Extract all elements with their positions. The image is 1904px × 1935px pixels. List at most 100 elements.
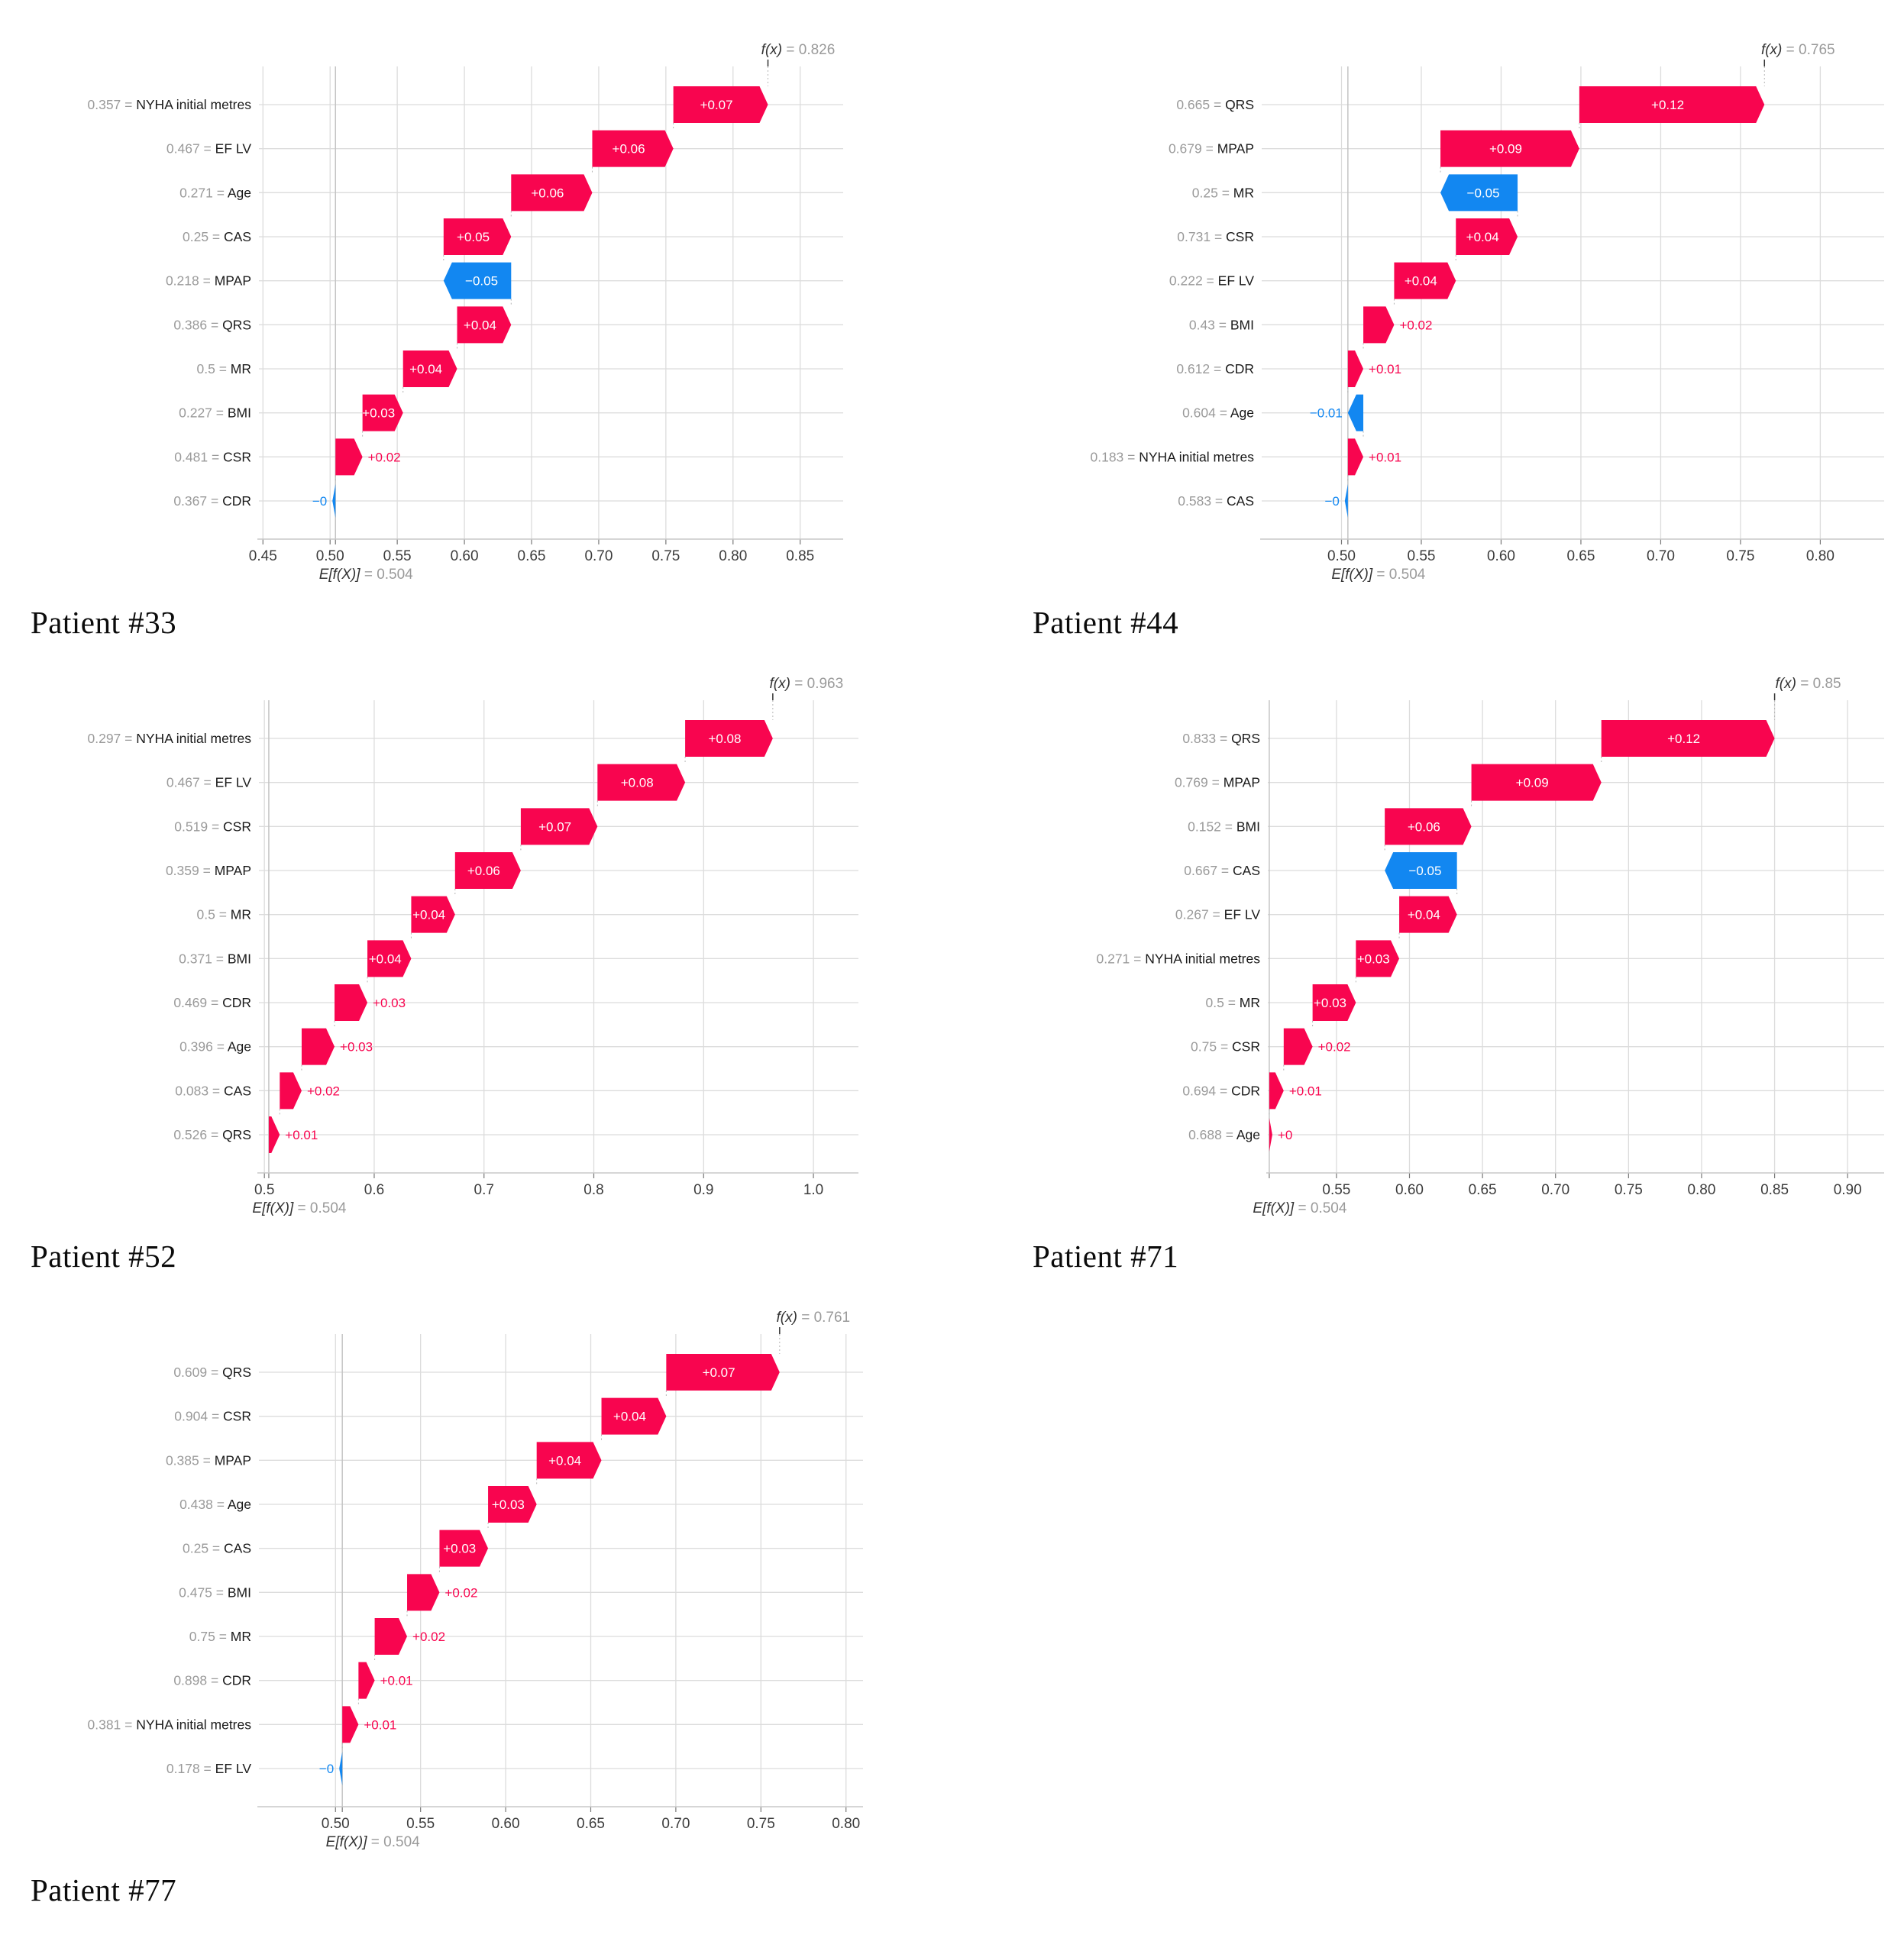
- feature-row-label: 0.609 = QRS: [173, 1365, 251, 1380]
- feature-row-label: 0.665 = QRS: [1176, 97, 1254, 112]
- x-tick-label: 0.60: [1487, 548, 1515, 564]
- shap-bar: [592, 130, 674, 167]
- feature-row-label: 0.679 = MPAP: [1169, 141, 1254, 157]
- shap-bar: [511, 174, 593, 212]
- shap-bar: [1347, 394, 1364, 431]
- x-tick-label: 0.50: [322, 1816, 350, 1832]
- shap-value-label: +0.03: [340, 1040, 373, 1055]
- x-tick-label: 0.85: [786, 548, 814, 564]
- feature-row-label: 0.178 = EF LV: [166, 1761, 251, 1776]
- feature-row-label: 0.667 = CAS: [1184, 863, 1260, 878]
- x-tick-label: 0.80: [1687, 1182, 1715, 1198]
- chart-canvas: 0.50 0.55 0.60 0.65 0.70 0.75 0.80 +0.12 +0.09 −0…: [1091, 42, 1884, 583]
- x-tick-label: 0.80: [719, 548, 747, 564]
- x-tick-label: 0.60: [1395, 1182, 1424, 1198]
- feature-row-label: 0.5 = MR: [1206, 995, 1261, 1010]
- connector-lines: [335, 66, 769, 483]
- chart-canvas: 0.50 0.55 0.60 0.65 0.70 0.75 0.80+0.07+0.04+0…: [88, 1310, 863, 1850]
- shap-value-label: +0.03: [373, 996, 406, 1010]
- x-tick-label: 0.75: [651, 548, 680, 564]
- grid-lines: 0.5 0.6 0.7 0.8 0.9 1.0: [254, 700, 858, 1198]
- shap-value-label: +0.02: [412, 1630, 445, 1644]
- feature-row-label: 0.438 = Age: [179, 1497, 251, 1512]
- feature-row-label: 0.271 = Age: [179, 185, 251, 200]
- x-tick-label: 0.65: [577, 1816, 605, 1832]
- shap-bar: [358, 1662, 375, 1699]
- base-value-label: E[f(X)] = 0.504: [1253, 1200, 1346, 1216]
- feature-row-label: 0.694 = CDR: [1182, 1083, 1260, 1098]
- shap-value-label: +0.02: [444, 1585, 477, 1600]
- x-tick-label: 1.0: [803, 1182, 823, 1198]
- feature-row-label: 0.612 = CDR: [1176, 361, 1254, 376]
- feature-row-label: 0.75 = MR: [189, 1629, 251, 1644]
- shap-value-label: +0.01: [380, 1674, 413, 1688]
- shap-bar: [443, 218, 512, 255]
- x-tick-label: 0.7: [474, 1182, 494, 1198]
- feature-row-label: 0.371 = BMI: [179, 951, 251, 966]
- feature-row-label: 0.227 = BMI: [179, 405, 251, 421]
- x-tick-label: 0.55: [1322, 1182, 1350, 1198]
- shap-value-label: +0.04: [412, 908, 445, 922]
- shap-waterfall-chart-patient-44: 0.50 0.55 0.60 0.65 0.70 0.75 0.80 +0.12 +0.09 −0…: [1022, 15, 1904, 596]
- shap-value-label: +0.04: [1405, 274, 1437, 289]
- shap-value-label: +0.05: [457, 230, 490, 244]
- shap-bars: +0.12 +0.09 −0.05 +0.04 +0.04 +0.02 +0.01 −0.01…: [1310, 86, 1765, 518]
- shap-bar: [402, 350, 457, 387]
- shap-value-label: +0: [1278, 1128, 1292, 1142]
- x-tick-label: 0.5: [254, 1182, 274, 1198]
- shap-value-label: +0.03: [443, 1542, 476, 1556]
- grid-lines: 0.50 0.55 0.60 0.65 0.70 0.75 0.80: [259, 1334, 863, 1832]
- base-value-label: E[f(X)] = 0.504: [1331, 567, 1425, 583]
- shap-bar: [268, 1116, 280, 1153]
- shap-bar: [666, 1354, 780, 1391]
- shap-value-label: +0.02: [1318, 1040, 1351, 1055]
- shap-value-label: +0.06: [531, 186, 564, 200]
- shap-bar: [439, 1530, 489, 1567]
- chart-caption-patient-52: Patient #52: [31, 1239, 177, 1274]
- feature-row-label: 0.481 = CSR: [174, 449, 251, 464]
- shap-value-label: +0.07: [700, 98, 733, 112]
- x-tick-label: 0.9: [693, 1182, 713, 1198]
- x-tick-label: 0.65: [1566, 548, 1595, 564]
- feature-row-label: 0.5 = MR: [197, 361, 252, 376]
- shap-bar: [1344, 484, 1348, 518]
- shap-value-label: +0.04: [369, 951, 402, 966]
- feature-row-label: 0.083 = CAS: [175, 1083, 251, 1098]
- connector-lines: [341, 1334, 781, 1750]
- shap-bar: [536, 1442, 602, 1479]
- shap-value-label: +0.06: [467, 864, 500, 878]
- connector-lines: [1269, 700, 1776, 1116]
- feature-row-label: 0.467 = EF LV: [166, 141, 251, 157]
- x-tick-label: 0.70: [1647, 548, 1675, 564]
- feature-row-label: 0.357 = NYHA initial metres: [88, 97, 252, 112]
- x-tick-label: 0.50: [1327, 548, 1356, 564]
- shap-bar: [332, 484, 336, 518]
- chart-canvas: 0.55 0.60 0.65 0.70 0.75 0.80 0.85 0.90+0.12+0.…: [1097, 676, 1884, 1216]
- shap-value-label: +0.01: [1369, 362, 1401, 376]
- chart-caption-patient-33: Patient #33: [31, 605, 177, 640]
- feature-row-label: 0.731 = CSR: [1177, 229, 1254, 244]
- shap-value-label: +0.08: [708, 732, 741, 746]
- feature-row-label: 0.898 = CDR: [173, 1673, 251, 1688]
- shap-value-label: +0.04: [1408, 908, 1440, 922]
- x-tick-label: 0.65: [1469, 1182, 1497, 1198]
- x-tick-label: 0.70: [661, 1816, 690, 1832]
- feature-row-label: 0.385 = MPAP: [166, 1452, 251, 1468]
- shap-value-label: −0: [312, 494, 327, 509]
- chart-caption-patient-44: Patient #44: [1033, 605, 1179, 640]
- shap-value-label: +0.09: [1489, 142, 1522, 157]
- shap-value-label: +0.03: [1314, 996, 1346, 1010]
- shap-value-label: +0.07: [703, 1365, 735, 1380]
- shap-bar: [1471, 764, 1602, 801]
- feature-row-label: 0.583 = CAS: [1178, 493, 1254, 509]
- feature-row-label: 0.25 = MR: [1192, 185, 1254, 200]
- shap-bar: [488, 1486, 537, 1523]
- shap-bar: [301, 1028, 335, 1065]
- shap-value-label: +0.04: [409, 362, 442, 376]
- shap-bar: [280, 1072, 302, 1110]
- feature-row-label: 0.688 = Age: [1188, 1127, 1260, 1142]
- x-tick-label: 0.55: [383, 548, 412, 564]
- shap-value-label: +0.02: [368, 450, 401, 464]
- shap-bars: +0.08 +0.08 +0.07 +0.06 +0.04 +0.04 +0.03 +0.03…: [268, 720, 773, 1153]
- shap-bar: [407, 1574, 440, 1611]
